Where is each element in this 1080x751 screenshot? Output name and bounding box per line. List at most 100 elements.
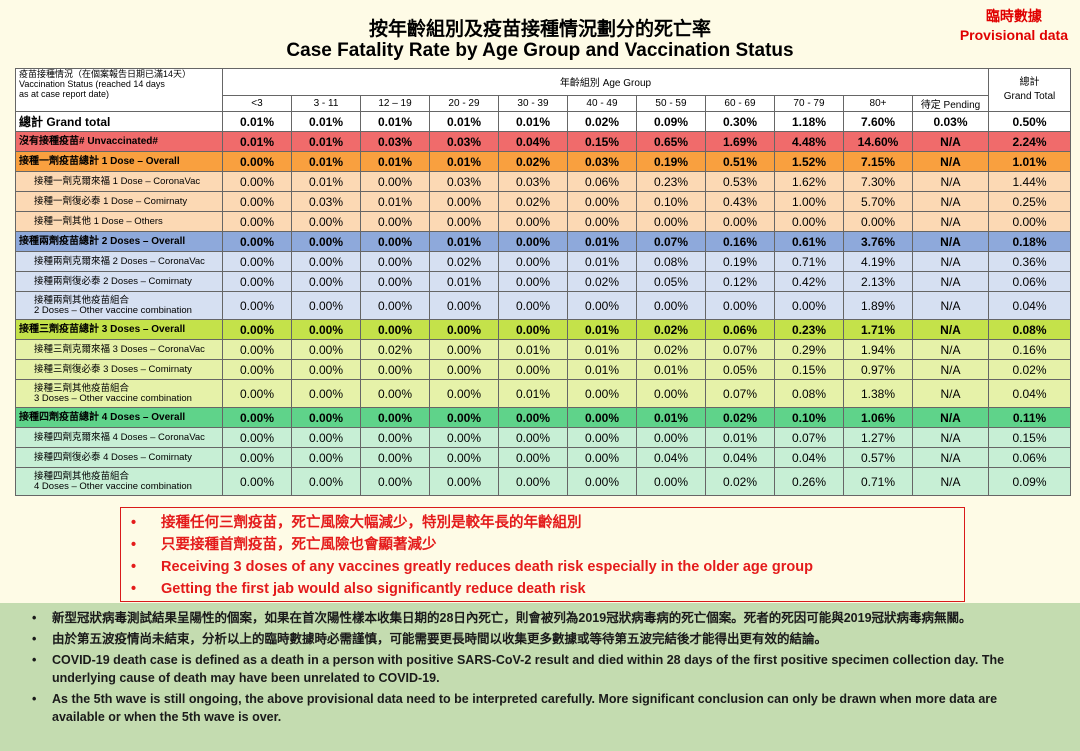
bullet-icon: • bbox=[32, 632, 37, 646]
rate-cell: 7.15% bbox=[843, 151, 913, 172]
table-row: 接種兩劑疫苗總計 2 Doses – Overall 0.00% 0.00% 0.00… bbox=[15, 231, 1071, 252]
row-label: 沒有接種疫苗# Unvaccinated# bbox=[15, 131, 223, 152]
key-finding-item: • Getting the first jab would also signif… bbox=[131, 578, 964, 600]
rate-cell: 0.06% bbox=[705, 319, 775, 340]
rate-cell: 0.00% bbox=[291, 407, 361, 428]
rate-cell: N/A bbox=[912, 467, 989, 496]
grand-total-header-en: Grand Total bbox=[1003, 91, 1056, 102]
note-item: • COVID-19 death case is defined as a dea… bbox=[0, 651, 1080, 687]
rate-cell: 0.00% bbox=[222, 359, 292, 380]
rate-cell: 0.00% bbox=[222, 427, 292, 448]
rate-cell: 0.00% bbox=[360, 467, 430, 496]
row-label: 接種兩劑克爾來福 2 Doses – CoronaVac bbox=[15, 251, 223, 272]
rate-cell: 0.00% bbox=[567, 211, 637, 232]
rate-cell: 0.53% bbox=[705, 171, 775, 192]
rate-cell: 0.06% bbox=[988, 447, 1071, 468]
rate-cell: N/A bbox=[912, 151, 989, 172]
rate-cell: 0.01% bbox=[291, 171, 361, 192]
rate-cell: N/A bbox=[912, 271, 989, 292]
rate-cell: 1.01% bbox=[988, 151, 1071, 172]
rate-cell: 0.07% bbox=[705, 379, 775, 408]
rate-cell: N/A bbox=[912, 291, 989, 320]
row-label: 接種兩劑其他疫苗組合 2 Doses – Other vaccine combin… bbox=[15, 291, 223, 320]
rate-cell: N/A bbox=[912, 131, 989, 152]
rate-cell: 0.00% bbox=[429, 291, 499, 320]
rate-cell: N/A bbox=[912, 231, 989, 252]
rate-cell: 3.76% bbox=[843, 231, 913, 252]
rate-cell: 0.09% bbox=[988, 467, 1071, 496]
rate-cell: 0.00% bbox=[360, 427, 430, 448]
rate-cell: 0.01% bbox=[636, 359, 706, 380]
key-finding-text: 接種任何三劑疫苗，死亡風險大幅減少，特別是較年長的年齡組別 bbox=[161, 515, 582, 531]
rate-cell: 0.01% bbox=[636, 407, 706, 428]
table-row: 接種三劑疫苗總計 3 Doses – Overall 0.00% 0.00% 0.00… bbox=[15, 319, 1071, 340]
table-row: 接種三劑克爾來福 3 Doses – CoronaVac 0.00% 0.00% 0.… bbox=[15, 339, 1071, 360]
rate-cell: 0.02% bbox=[498, 151, 568, 172]
rate-cell: N/A bbox=[912, 359, 989, 380]
rate-cell: 0.00% bbox=[360, 291, 430, 320]
rate-cell: 0.06% bbox=[567, 171, 637, 192]
note-text: As the 5th wave is still ongoing, the ab… bbox=[52, 692, 998, 724]
key-finding-text: Receiving 3 doses of any vaccines greatl… bbox=[161, 559, 813, 575]
header-row-group: 疫苗接種情況（在個案報告日期已滿14天） Vaccination Status (… bbox=[15, 68, 1071, 112]
rate-cell: 0.23% bbox=[774, 319, 844, 340]
vaccination-status-header-line: Vaccination Status (reached 14 days bbox=[19, 79, 165, 89]
bullet-icon: • bbox=[131, 581, 137, 597]
rate-cell: 0.04% bbox=[988, 291, 1071, 320]
rate-cell: 0.00% bbox=[222, 291, 292, 320]
rate-cell: 0.29% bbox=[774, 339, 844, 360]
rate-cell: 0.01% bbox=[498, 339, 568, 360]
rate-cell: 0.00% bbox=[360, 359, 430, 380]
provisional-label-cn: 臨時數據 bbox=[985, 8, 1042, 24]
rate-cell: 0.19% bbox=[705, 251, 775, 272]
rate-cell: 0.01% bbox=[705, 427, 775, 448]
rate-cell: 0.02% bbox=[567, 271, 637, 292]
rate-cell: 0.00% bbox=[291, 211, 361, 232]
vaccination-status-header-line: 疫苗接種情況（在個案報告日期已滿14天） bbox=[19, 69, 192, 80]
provisional-label: 臨時數據 Provisional data bbox=[960, 7, 1068, 45]
rate-cell: 0.00% bbox=[291, 359, 361, 380]
vaccination-status-header-line: as at case report date) bbox=[19, 89, 110, 99]
rate-cell: 0.15% bbox=[774, 359, 844, 380]
note-text: 新型冠狀病毒測試結果呈陽性的個案，如果在首次陽性樣本收集日期的28日內死亡，則會… bbox=[52, 611, 972, 625]
key-finding-item: • 接種任何三劑疫苗，死亡風險大幅減少，特別是較年長的年齡組別 bbox=[131, 512, 964, 534]
rate-cell: 0.09% bbox=[636, 111, 706, 132]
rate-cell: N/A bbox=[912, 251, 989, 272]
rate-cell: 0.00% bbox=[636, 211, 706, 232]
rate-cell: 0.02% bbox=[360, 339, 430, 360]
age-column-header: 30 - 39 bbox=[498, 94, 568, 113]
rate-cell: 0.61% bbox=[774, 231, 844, 252]
rate-cell: 0.00% bbox=[429, 427, 499, 448]
table-row: 接種兩劑其他疫苗組合 2 Doses – Other vaccine combin… bbox=[15, 291, 1071, 320]
rate-cell: 0.65% bbox=[636, 131, 706, 152]
rate-cell: 0.00% bbox=[498, 231, 568, 252]
rate-cell: 0.16% bbox=[705, 231, 775, 252]
rate-cell: 0.00% bbox=[498, 359, 568, 380]
provisional-label-en: Provisional data bbox=[959, 27, 1068, 43]
rate-cell: 1.69% bbox=[705, 131, 775, 152]
note-item: • 由於第五波疫情尚未結束，分析以上的臨時數據時必需謹慎，可能需要更長時間以收集更… bbox=[0, 630, 1080, 648]
bullet-icon: • bbox=[131, 515, 137, 531]
rate-cell: 1.71% bbox=[843, 319, 913, 340]
row-label-text: 接種四劑其他疫苗組合 bbox=[34, 470, 130, 482]
row-label: 接種三劑復必泰 3 Doses – Comirnaty bbox=[15, 359, 223, 380]
age-column-header: 12 – 19 bbox=[360, 94, 430, 113]
rate-cell: 0.00% bbox=[498, 319, 568, 340]
rate-cell: 0.57% bbox=[843, 447, 913, 468]
table-row: 接種兩劑克爾來福 2 Doses – CoronaVac 0.00% 0.00% 0.… bbox=[15, 251, 1071, 272]
row-label: 接種四劑復必泰 4 Doses – Comirnaty bbox=[15, 447, 223, 468]
key-finding-item: • 只要接種首劑疫苗，死亡風險也會顯著減少 bbox=[131, 534, 964, 556]
rate-cell: 0.00% bbox=[291, 251, 361, 272]
rate-cell: 0.03% bbox=[429, 171, 499, 192]
rate-cell: N/A bbox=[912, 339, 989, 360]
row-label-text: 沒有接種疫苗# Unvaccinated# bbox=[19, 135, 158, 147]
age-group-header: 年齡組別 Age Group bbox=[222, 68, 989, 96]
vaccination-status-header: 疫苗接種情況（在個案報告日期已滿14天） Vaccination Status (… bbox=[15, 68, 223, 112]
table-row: 接種四劑其他疫苗組合 4 Doses – Other vaccine combin… bbox=[15, 467, 1071, 496]
rate-cell: 0.00% bbox=[429, 359, 499, 380]
rate-cell: 0.01% bbox=[567, 251, 637, 272]
rate-cell: 0.02% bbox=[988, 359, 1071, 380]
row-label-text: 接種兩劑復必泰 2 Doses – Comirnaty bbox=[34, 275, 192, 287]
age-column-header: 80+ bbox=[843, 94, 913, 113]
row-label-text: 接種兩劑克爾來福 2 Doses – CoronaVac bbox=[34, 255, 205, 267]
